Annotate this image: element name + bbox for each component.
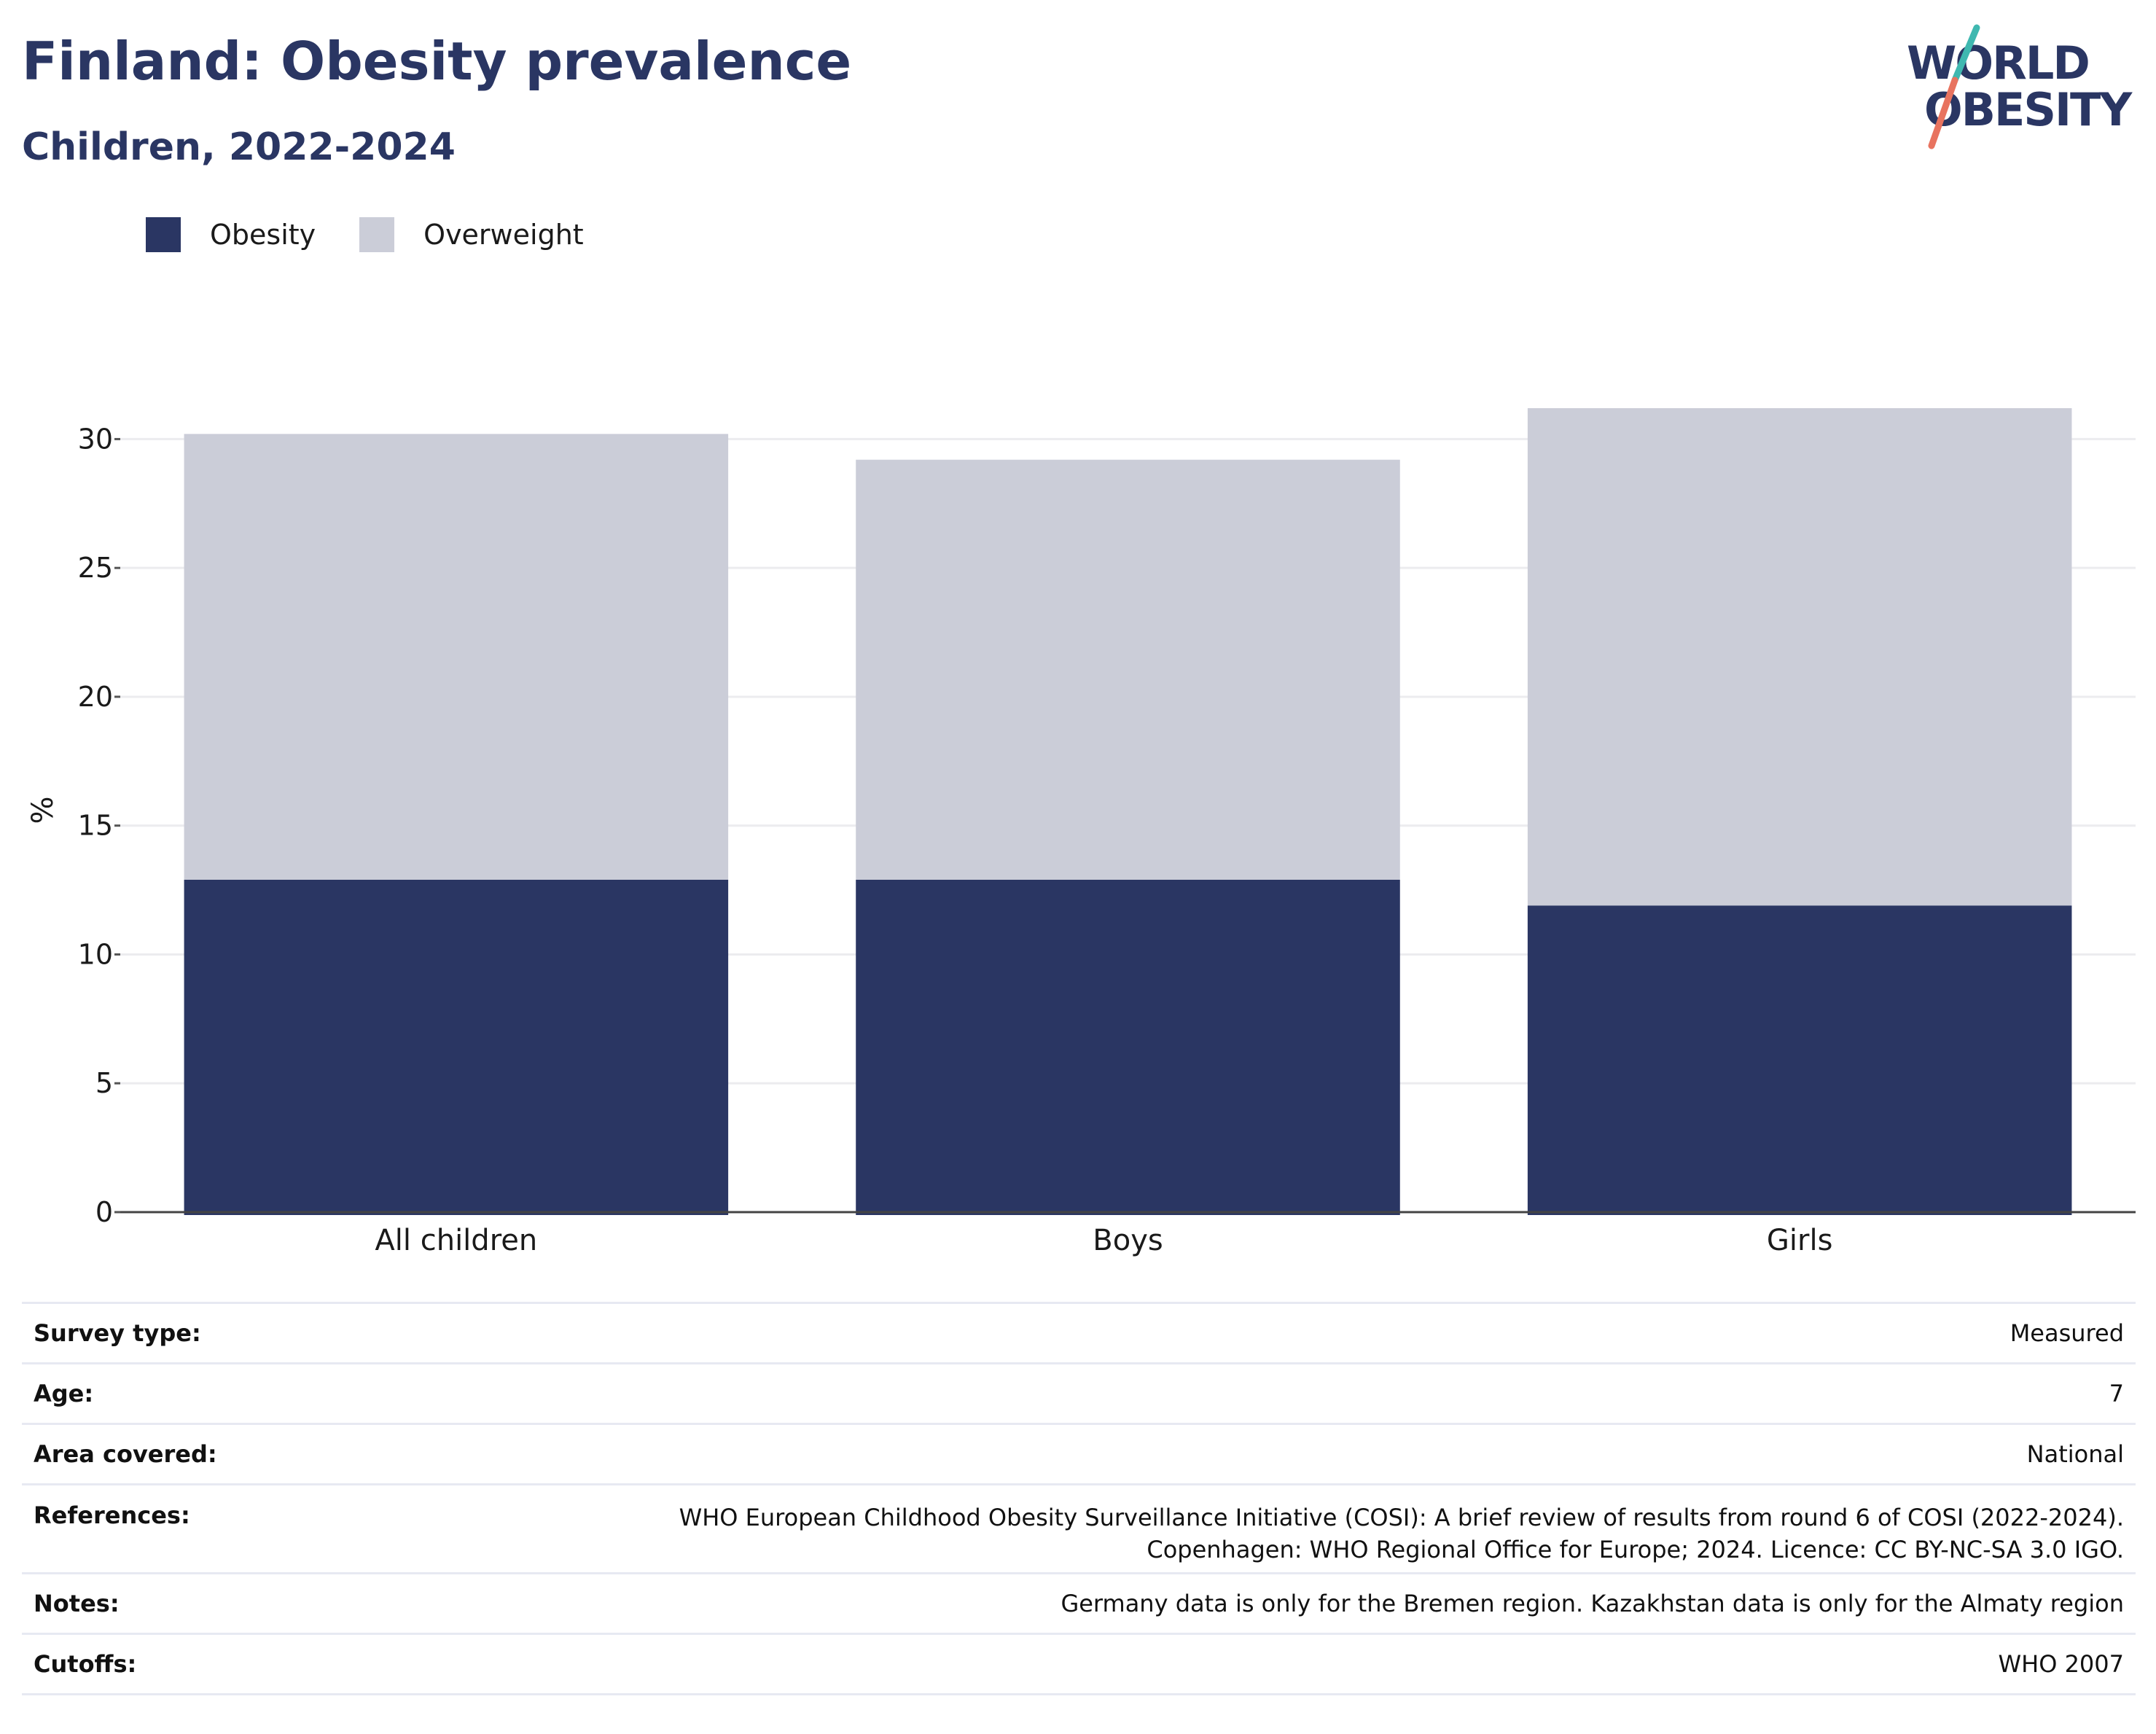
bar-overweight (856, 459, 1400, 880)
info-key: Survey type: (34, 1319, 201, 1347)
logo-line-1: WORLD (1907, 36, 2090, 90)
world-obesity-logo: WORLD OBESITY (1902, 22, 2143, 153)
logo-slash-icon (1928, 24, 1980, 149)
info-value: 7 (2109, 1380, 2124, 1407)
info-row-age: Age: 7 (22, 1362, 2136, 1423)
y-axis-label: % (26, 796, 60, 824)
y-tick-label: 10 (78, 938, 113, 970)
survey-info-table: Survey type: Measured Age: 7 Area covere… (22, 1302, 2136, 1695)
legend-swatch-obesity (146, 217, 181, 252)
logo-line-2: OBESITY (1924, 83, 2132, 136)
y-tick-label: 5 (95, 1067, 113, 1099)
reference-line-2: Copenhagen: WHO Regional Office for Euro… (1147, 1536, 2124, 1563)
y-tick-label: 15 (78, 810, 113, 842)
bar-chart: 0 5 10 15 20 25 30% All children Boys Girls (26, 408, 2136, 1257)
info-row-notes: Notes: Germany data is only for the Brem… (22, 1572, 2136, 1633)
chart-legend: Obesity Overweight (146, 217, 628, 252)
info-row-references: References: WHO European Childhood Obesi… (22, 1483, 2136, 1572)
legend-item-obesity[interactable]: Obesity (146, 217, 316, 252)
info-value: Germany data is only for the Bremen regi… (1061, 1590, 2124, 1617)
bar-overweight (1527, 408, 2072, 906)
y-tick-label: 30 (78, 423, 113, 455)
info-key: References: (34, 1501, 190, 1529)
x-tick-label: Girls (1767, 1224, 1833, 1257)
info-value: National (2026, 1440, 2124, 1468)
reference-line-1: WHO European Childhood Obesity Surveilla… (679, 1504, 2124, 1531)
legend-item-overweight[interactable]: Overweight (359, 217, 584, 252)
bar-obesity (856, 879, 1400, 1215)
y-tick-label: 25 (78, 552, 113, 584)
legend-swatch-overweight (359, 217, 395, 252)
info-row-cutoffs: Cutoffs: WHO 2007 (22, 1633, 2136, 1695)
info-row-survey-type: Survey type: Measured (22, 1302, 2136, 1362)
y-tick-label: 0 (95, 1196, 113, 1228)
bar-overweight (184, 434, 729, 880)
legend-label-obesity: Obesity (210, 219, 316, 251)
info-value: WHO European Childhood Obesity Surveilla… (679, 1501, 2124, 1566)
page-subtitle: Children, 2022-2024 (22, 125, 456, 169)
y-tick-label: 20 (78, 681, 113, 713)
page-title: Finland: Obesity prevalence (22, 31, 852, 92)
x-tick-label: All children (375, 1224, 537, 1257)
info-value: WHO 2007 (1998, 1650, 2125, 1678)
info-key: Area covered: (34, 1440, 217, 1468)
info-row-area: Area covered: National (22, 1423, 2136, 1483)
info-key: Cutoffs: (34, 1650, 137, 1678)
bar-obesity (184, 879, 729, 1215)
bar-obesity (1527, 905, 2072, 1215)
legend-label-overweight: Overweight (423, 219, 584, 251)
info-key: Age: (34, 1380, 94, 1407)
info-key: Notes: (34, 1590, 120, 1617)
x-tick-label: Boys (1093, 1224, 1163, 1257)
info-value: Measured (2009, 1319, 2124, 1347)
